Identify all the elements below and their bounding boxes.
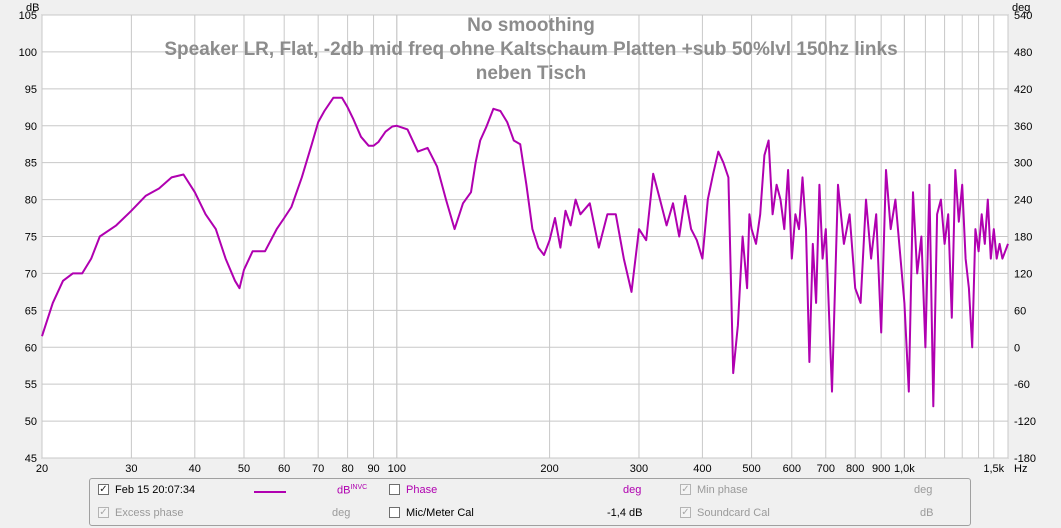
legend-row-2: ✓ Excess phase deg Mic/Meter Cal -1,4 dB… <box>90 504 970 524</box>
grid-lines <box>41 14 1009 459</box>
x-tick-label: 600 <box>783 463 801 475</box>
phase-label[interactable]: Phase <box>406 484 438 496</box>
min-phase-label[interactable]: Min phase <box>697 484 748 496</box>
x-tick-label: 20 <box>36 463 48 475</box>
y2-tick-label: 540 <box>1014 10 1032 22</box>
min-phase-checkbox[interactable]: ✓ <box>680 484 691 495</box>
x-tick-label: 100 <box>388 463 406 475</box>
x-tick-label: 90 <box>367 463 379 475</box>
y-axis-left-ticks: 105 100 95 90 85 80 75 70 65 60 55 50 45 <box>19 10 37 465</box>
y-tick-label: 105 <box>19 10 37 22</box>
phase-checkbox[interactable] <box>389 484 400 495</box>
x-tick-label: 70 <box>312 463 324 475</box>
y-tick-label: 50 <box>25 416 37 428</box>
y-tick-label: 95 <box>25 84 37 96</box>
y-tick-label: 85 <box>25 158 37 170</box>
chart-title-line-3: neben Tisch <box>476 63 587 84</box>
soundcard-cal-checkbox[interactable]: ✓ <box>680 507 691 518</box>
y-axis-right-unit: deg <box>1012 2 1030 14</box>
y2-tick-label: 420 <box>1014 84 1032 96</box>
y2-tick-label: 300 <box>1014 158 1032 170</box>
measurement-unit-sup: INVC <box>350 484 368 491</box>
soundcard-cal-label[interactable]: Soundcard Cal <box>697 507 770 519</box>
x-tick-label: 200 <box>540 463 558 475</box>
y2-tick-label: -60 <box>1014 379 1030 391</box>
x-tick-label: 30 <box>125 463 137 475</box>
mic-cal-checkbox[interactable] <box>389 507 400 518</box>
y-tick-label: 100 <box>19 47 37 59</box>
x-tick-label: 60 <box>278 463 290 475</box>
mic-cal-value: -1,4 dB <box>607 507 643 519</box>
legend-panel: ✓ Feb 15 20:07:34 dBINVC Phase deg ✓ Min… <box>89 478 971 526</box>
y-tick-label: 80 <box>25 195 37 207</box>
y-tick-label: 55 <box>25 379 37 391</box>
y-tick-label: 90 <box>25 121 37 133</box>
y2-tick-label: 240 <box>1014 195 1032 207</box>
excess-phase-label[interactable]: Excess phase <box>115 507 184 519</box>
x-tick-label: 50 <box>238 463 250 475</box>
x-tick-label: 80 <box>341 463 353 475</box>
measurement-unit: dBINVC <box>337 484 367 497</box>
x-tick-label: 400 <box>693 463 711 475</box>
y-tick-label: 75 <box>25 232 37 244</box>
y-axis-left-unit: dB <box>26 2 39 14</box>
y2-tick-label: 480 <box>1014 47 1032 59</box>
x-tick-label: 900 <box>872 463 890 475</box>
x-axis-unit: Hz <box>1014 463 1027 475</box>
chart-title-line-2: Speaker LR, Flat, -2db mid freq ohne Kal… <box>164 39 897 60</box>
y-tick-label: 70 <box>25 268 37 280</box>
y-tick-label: 65 <box>25 305 37 317</box>
chart-title-line-1: No smoothing <box>467 15 595 36</box>
x-tick-label: 500 <box>742 463 760 475</box>
mic-cal-label[interactable]: Mic/Meter Cal <box>406 507 474 519</box>
soundcard-cal-unit: dB <box>920 507 934 519</box>
y2-tick-label: -120 <box>1014 416 1036 428</box>
y-tick-label: 60 <box>25 342 37 354</box>
y2-tick-label: -180 <box>1014 453 1036 465</box>
measurement-unit-text: dB <box>337 484 351 497</box>
x-tick-label: 800 <box>846 463 864 475</box>
excess-phase-unit: deg <box>332 507 351 519</box>
x-tick-label: 700 <box>817 463 835 475</box>
x-tick-label: 1,5k <box>983 463 1004 475</box>
y-axis-right-ticks: 540 480 420 360 300 240 180 120 60 0 -60 -120 -180 <box>1014 10 1036 465</box>
y2-tick-label: 0 <box>1014 342 1020 354</box>
series-layer <box>41 96 1009 408</box>
excess-phase-checkbox[interactable]: ✓ <box>98 507 109 518</box>
x-tick-label: 1,0k <box>894 463 915 475</box>
y2-tick-label: 360 <box>1014 121 1032 133</box>
y2-tick-label: 120 <box>1014 268 1032 280</box>
x-tick-label: 40 <box>189 463 201 475</box>
measurement-line-swatch <box>254 491 286 493</box>
y-tick-label: 45 <box>25 453 37 465</box>
y2-tick-label: 180 <box>1014 232 1032 244</box>
legend-row-1: ✓ Feb 15 20:07:34 dBINVC Phase deg ✓ Min… <box>90 481 970 501</box>
measurement-checkbox[interactable]: ✓ <box>98 484 109 495</box>
x-axis-ticks: 20 30 40 50 60 70 80 90 100 200 300 400 500 600 700 800… <box>36 463 1005 475</box>
min-phase-unit: deg <box>914 484 933 496</box>
phase-unit: deg <box>623 484 642 496</box>
y2-tick-label: 60 <box>1014 305 1026 317</box>
series-line <box>41 96 1009 408</box>
measurement-label[interactable]: Feb 15 20:07:34 <box>115 484 196 496</box>
x-tick-label: 300 <box>630 463 648 475</box>
